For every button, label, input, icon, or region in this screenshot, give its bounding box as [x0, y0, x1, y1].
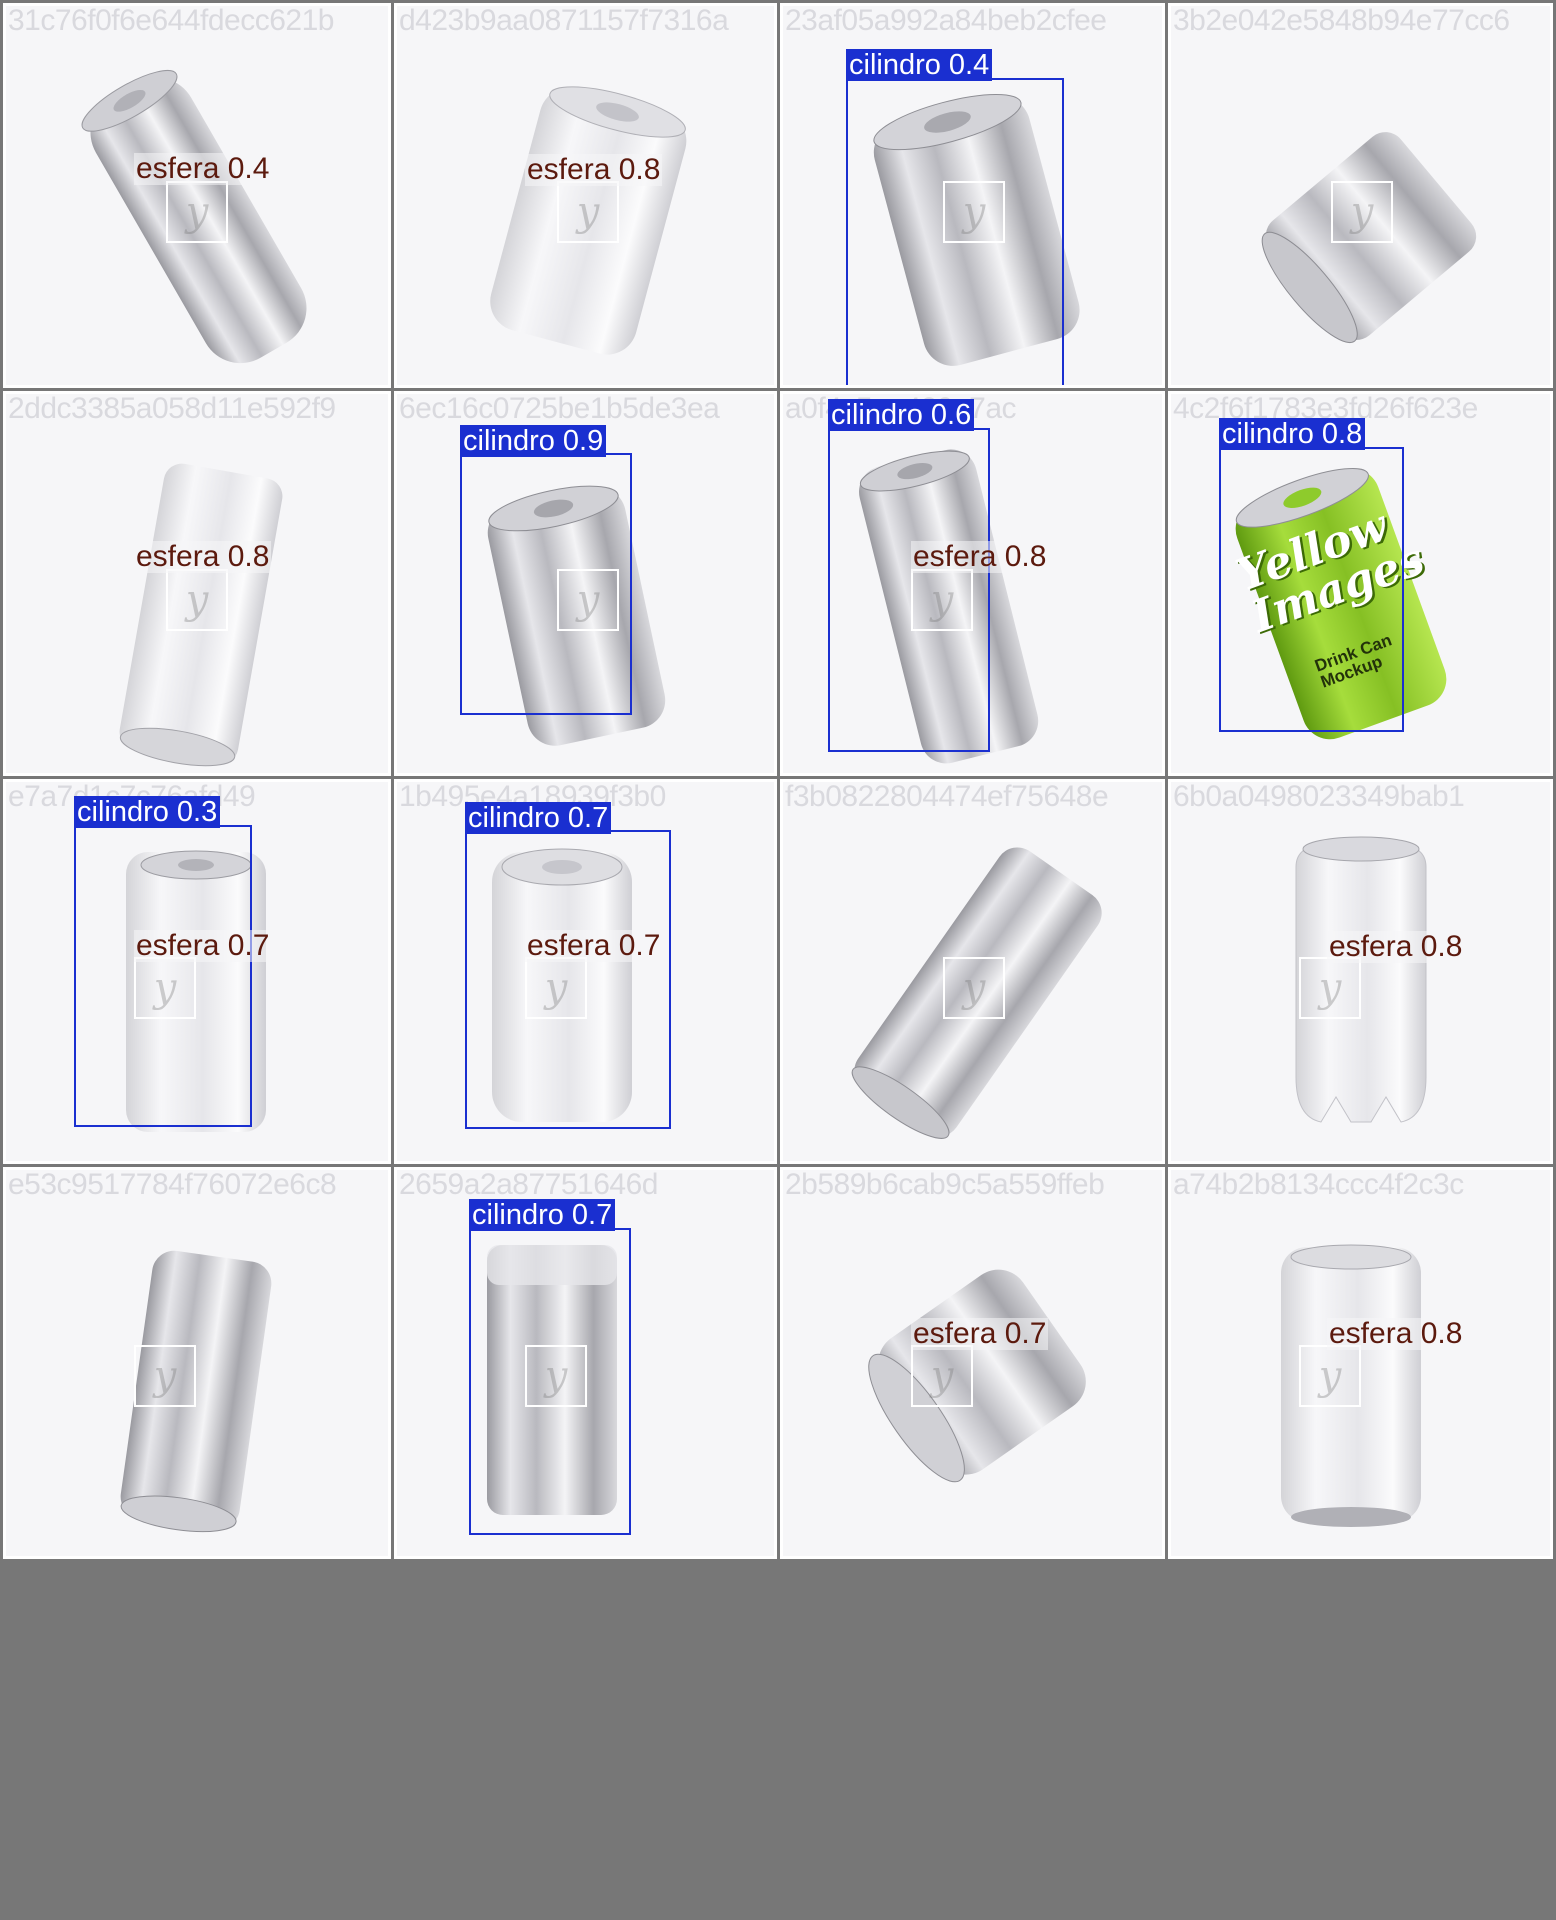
- grid-cell-14[interactable]: 2659a2a87751646d y cilindro 0.7: [394, 1167, 777, 1559]
- can-image: [119, 463, 283, 767]
- cilindro-box[interactable]: [1219, 447, 1404, 732]
- cilindro-tag: cilindro 0.3: [74, 796, 221, 828]
- grid-cell-15[interactable]: 2b589b6cab9c5a559ffeb y esfera 0.7: [780, 1167, 1165, 1559]
- grid-cell-11[interactable]: f3b0822804474ef75648e y: [780, 779, 1165, 1164]
- can-image: [1261, 132, 1477, 344]
- can-image: [81, 69, 307, 364]
- can-image: [487, 1245, 617, 1515]
- watermark-icon: y: [557, 181, 619, 243]
- grid-cell-12[interactable]: 6b0a0498023349bab1 y esfera 0.8: [1168, 779, 1553, 1164]
- watermark-icon: y: [134, 1345, 196, 1407]
- cilindro-box[interactable]: [74, 825, 252, 1127]
- filename-label: 2ddc3385a058d11e592f9: [8, 392, 336, 425]
- filename-label: e53c9517784f76072e6c8: [8, 1168, 337, 1201]
- cilindro-tag: cilindro 0.8: [1219, 418, 1366, 450]
- cilindro-box[interactable]: [460, 453, 632, 715]
- can-image: [868, 1269, 1086, 1483]
- esfera-label: esfera 0.7: [911, 1317, 1049, 1350]
- grid-cell-3[interactable]: 23af05a992a84beb2cfee y cilindro 0.4: [780, 3, 1165, 388]
- esfera-label: esfera 0.4: [134, 152, 272, 185]
- watermark-icon: y: [1331, 181, 1393, 243]
- cilindro-box[interactable]: [465, 830, 671, 1129]
- filename-label: 2b589b6cab9c5a559ffeb: [785, 1168, 1105, 1201]
- esfera-label: esfera 0.8: [525, 153, 663, 186]
- watermark-icon: y: [166, 569, 228, 631]
- cilindro-tag: cilindro 0.6: [828, 399, 975, 431]
- filename-label: a74b2b8134ccc4f2c3c: [1173, 1168, 1464, 1201]
- filename-label: 23af05a992a84beb2cfee: [785, 4, 1107, 37]
- grid-cell-4[interactable]: 3b2e042e5848b94e77cc6 y: [1168, 3, 1553, 388]
- can-image: [859, 449, 1039, 764]
- watermark-icon: y: [166, 181, 228, 243]
- grid-cell-16[interactable]: a74b2b8134ccc4f2c3c y esfera 0.8: [1168, 1167, 1553, 1559]
- cilindro-tag: cilindro 0.7: [465, 802, 612, 834]
- esfera-label: esfera 0.8: [911, 540, 1049, 573]
- filename-label: 2659a2a87751646d: [399, 1168, 658, 1201]
- can-image: [1281, 1244, 1421, 1527]
- watermark-icon: y: [943, 181, 1005, 243]
- watermark-icon: y: [557, 569, 619, 631]
- can-image: [126, 850, 266, 1132]
- watermark-icon: y: [943, 957, 1005, 1019]
- cilindro-tag: cilindro 0.4: [846, 49, 993, 81]
- cilindro-box[interactable]: [828, 428, 990, 752]
- watermark-icon: y: [1299, 1345, 1361, 1407]
- grid-cell-10[interactable]: 1b495e4a18939f3b0 y cilindro 0.7 esfera …: [394, 779, 777, 1164]
- esfera-label: esfera 0.8: [134, 540, 272, 573]
- cilindro-box[interactable]: [469, 1228, 631, 1535]
- filename-label: 6ec16c0725be1b5de3ea: [399, 392, 720, 425]
- filename-label: 6b0a0498023349bab1: [1173, 780, 1465, 813]
- cilindro-tag: cilindro 0.9: [460, 425, 607, 457]
- esfera-label: esfera 0.8: [1327, 930, 1465, 963]
- grid-cell-8[interactable]: 4c2f6f1783e3fd26f623e Yellow Images Drin…: [1168, 391, 1553, 776]
- filename-label: f3b0822804474ef75648e: [785, 780, 1109, 813]
- watermark-icon: y: [911, 1345, 973, 1407]
- grid-cell-9[interactable]: e7a7d1c7c76afd49 y cilindro 0.3 esfera 0…: [3, 779, 391, 1164]
- bottle-image: [1295, 836, 1427, 1123]
- grid-cell-7[interactable]: a0f4c5ee420a7ac y cilindro 0.6 esfera 0.…: [780, 391, 1165, 776]
- filename-label: 31c76f0f6e644fdecc621b: [8, 4, 334, 37]
- green-can-image: [1235, 468, 1447, 740]
- cilindro-box[interactable]: [846, 78, 1064, 385]
- grid-cell-1[interactable]: 31c76f0f6e644fdecc621b y esfera 0.4: [3, 3, 391, 388]
- can-image: [120, 1250, 272, 1533]
- watermark-icon: y: [525, 1345, 587, 1407]
- can-image: [492, 848, 632, 1122]
- watermark-icon: y: [1299, 957, 1361, 1019]
- grid-cell-2[interactable]: d423b9aa0871157f7316a y esfera 0.8: [394, 3, 777, 388]
- esfera-label: esfera 0.7: [134, 929, 272, 962]
- filename-label: d423b9aa0871157f7316a: [399, 4, 729, 37]
- grid-cell-6[interactable]: 6ec16c0725be1b5de3ea y cilindro 0.9: [394, 391, 777, 776]
- cilindro-tag: cilindro 0.7: [469, 1199, 616, 1231]
- filename-label: 3b2e042e5848b94e77cc6: [1173, 4, 1510, 37]
- can-image: [851, 847, 1102, 1139]
- esfera-label: esfera 0.7: [525, 929, 663, 962]
- grid-cell-5[interactable]: 2ddc3385a058d11e592f9 y esfera 0.8: [3, 391, 391, 776]
- can-image: [873, 93, 1080, 366]
- grid-cell-13[interactable]: e53c9517784f76072e6c8 y: [3, 1167, 391, 1559]
- can-image: [487, 485, 666, 746]
- esfera-label: esfera 0.8: [1327, 1317, 1465, 1350]
